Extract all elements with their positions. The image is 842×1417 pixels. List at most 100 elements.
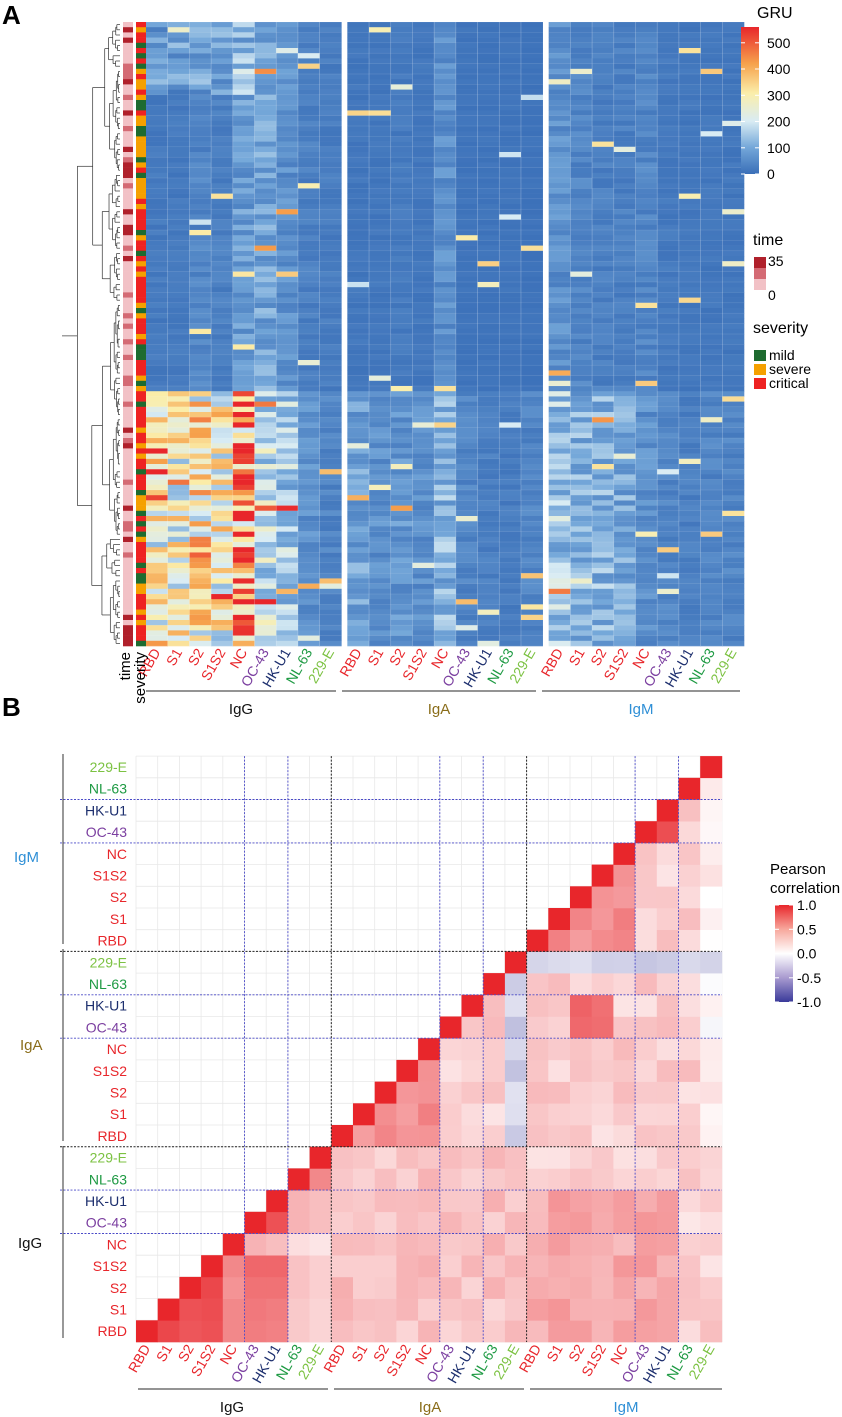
heatmap-cell xyxy=(592,640,615,647)
heatmap-cell xyxy=(276,152,299,158)
heatmap-cell xyxy=(276,594,299,600)
heatmap-cell xyxy=(211,432,234,439)
heatmap-cell xyxy=(657,500,680,506)
heatmap-cell xyxy=(232,370,255,376)
heatmap-cell xyxy=(722,609,745,616)
heatmap-cell xyxy=(657,37,680,44)
heatmap-cell xyxy=(297,536,320,543)
heatmap-cell xyxy=(520,568,543,574)
heatmap-cell xyxy=(722,630,745,636)
heatmap-cell xyxy=(146,484,168,491)
heatmap-cell xyxy=(189,58,212,64)
heatmap-cell xyxy=(520,370,543,376)
heatmap-cell xyxy=(412,354,435,361)
heatmap-cell xyxy=(434,276,457,283)
heatmap-cell xyxy=(548,448,571,454)
heatmap-cell xyxy=(635,141,658,148)
heatmap-cell xyxy=(276,386,299,392)
heatmap-cell xyxy=(613,266,636,272)
corr-cell xyxy=(439,1255,462,1278)
corr-cell xyxy=(678,908,701,930)
annot-time-cell xyxy=(123,240,133,246)
heatmap-cell xyxy=(167,406,190,413)
heatmap-cell xyxy=(412,271,435,278)
annot-severity-cell xyxy=(136,250,146,257)
corr-cell xyxy=(678,1125,701,1147)
heatmap-cell xyxy=(297,323,320,330)
annot-severity-cell xyxy=(136,620,146,626)
annot-severity-cell xyxy=(136,94,146,101)
corr-cell xyxy=(439,1298,462,1321)
heatmap-cell xyxy=(499,224,522,231)
heatmap-cell xyxy=(297,302,320,309)
heatmap-cell xyxy=(276,256,299,262)
annot-time-cell xyxy=(123,526,133,532)
heatmap-separators xyxy=(146,21,744,647)
annot-severity-cell xyxy=(136,48,146,54)
heatmap-cell xyxy=(434,157,457,163)
heatmap-cell xyxy=(477,531,500,538)
heatmap-cell xyxy=(477,365,500,371)
heatmap-cell xyxy=(254,297,277,304)
corr-cell xyxy=(700,1168,723,1191)
heatmap-cell xyxy=(477,37,500,44)
corr-cell xyxy=(700,886,723,909)
annot-time-cell xyxy=(123,256,133,262)
corr-cell xyxy=(374,1320,397,1343)
heatmap-cell xyxy=(319,464,342,470)
heatmap-cell xyxy=(189,438,212,444)
corr-cell xyxy=(179,1320,202,1343)
heatmap-cell xyxy=(167,417,190,423)
heatmap-cell xyxy=(592,94,615,101)
heatmap-cell xyxy=(613,94,636,101)
heatmap-cell xyxy=(369,84,392,90)
heatmap-cell xyxy=(570,48,593,54)
heatmap-cell xyxy=(434,604,457,610)
annot-time-cell xyxy=(123,432,133,439)
heatmap-cell xyxy=(570,334,593,340)
corr-cell xyxy=(591,1320,614,1343)
heatmap-cell xyxy=(297,526,320,532)
heatmap-cell xyxy=(613,604,636,610)
heatmap-cell xyxy=(678,126,701,132)
annot-time-cell xyxy=(123,344,133,350)
heatmap-cell xyxy=(434,349,457,356)
heatmap-cell xyxy=(146,573,168,579)
heatmap-cell xyxy=(700,120,723,127)
heatmap-cell xyxy=(700,417,723,423)
corr-cell xyxy=(439,1146,462,1169)
heatmap-cell xyxy=(722,620,745,626)
heatmap-cell xyxy=(635,58,658,64)
heatmap-cell xyxy=(347,204,370,210)
heatmap-cell xyxy=(412,396,435,402)
heatmap-cell xyxy=(146,458,168,465)
heatmap-cell xyxy=(477,276,500,283)
heatmap-cell xyxy=(548,599,571,605)
heatmap-cell xyxy=(678,256,701,262)
heatmap-cell xyxy=(592,188,615,194)
heatmap-cell xyxy=(477,573,500,579)
heatmap-cell xyxy=(254,396,277,402)
heatmap-cell xyxy=(347,417,370,423)
heatmap-cell xyxy=(613,620,636,626)
heatmap-cell xyxy=(146,141,168,148)
heatmap-cell xyxy=(211,235,234,241)
heatmap-cell xyxy=(548,204,571,210)
heatmap-cell xyxy=(390,89,413,96)
corr-cell xyxy=(548,1168,571,1191)
heatmap-cell xyxy=(167,287,190,293)
heatmap-cell xyxy=(635,214,658,220)
heatmap-cell xyxy=(347,443,370,449)
heatmap-cell xyxy=(369,474,392,480)
heatmap-cell xyxy=(520,126,543,132)
heatmap-cell xyxy=(477,178,500,184)
heatmap-cell xyxy=(592,32,615,38)
heatmap-cell xyxy=(254,640,277,647)
heatmap-cell xyxy=(276,214,299,220)
heatmap-cell xyxy=(232,490,255,496)
heatmap-cell xyxy=(722,105,745,111)
heatmap-cell xyxy=(700,42,723,49)
heatmap-cell xyxy=(499,573,522,579)
heatmap-cell xyxy=(570,479,593,486)
